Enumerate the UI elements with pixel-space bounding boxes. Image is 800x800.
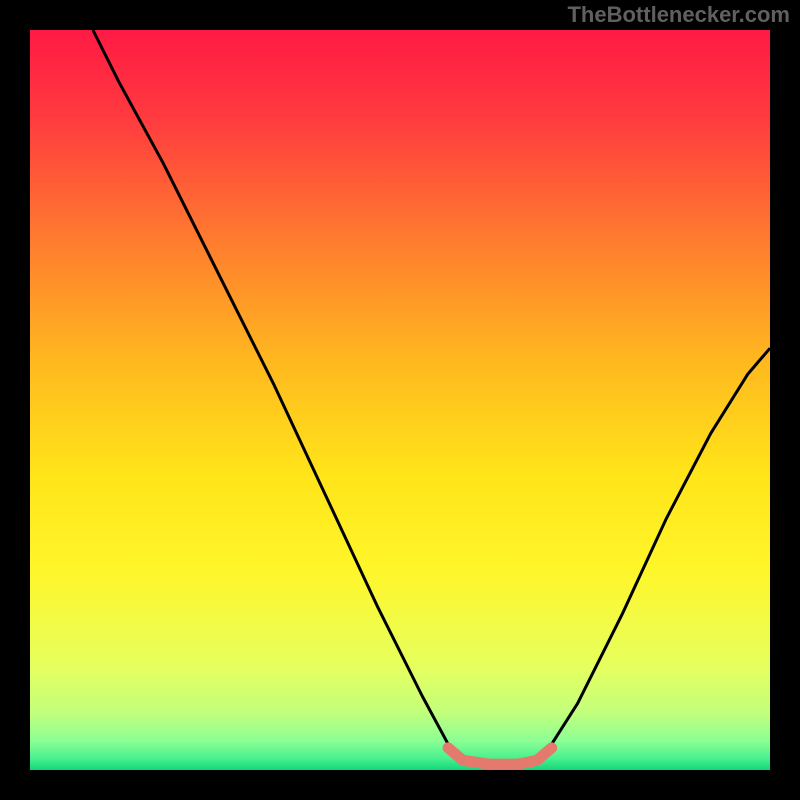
attribution-text: TheBottlenecker.com [567,2,790,28]
bottleneck-chart [0,0,800,800]
plot-background [30,30,770,770]
